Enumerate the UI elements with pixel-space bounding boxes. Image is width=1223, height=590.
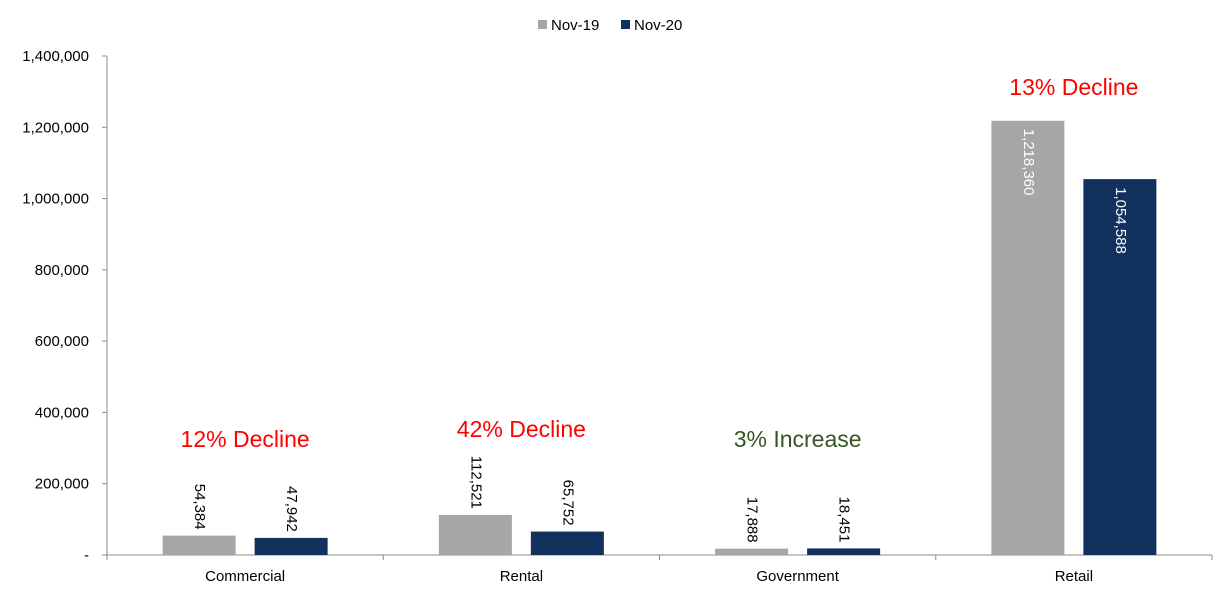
bar-nov-20-commercial (254, 537, 328, 555)
annotation-label: 3% Increase (734, 426, 862, 452)
annotation-label: 13% Decline (1009, 74, 1138, 100)
legend-swatch (538, 20, 547, 29)
y-tick-label: 1,400,000 (22, 48, 89, 65)
bar-nov-19-commercial (162, 535, 236, 555)
y-tick-label: 600,000 (35, 333, 89, 350)
data-label: 47,942 (283, 486, 300, 532)
y-tick-label: 800,000 (35, 262, 89, 279)
data-label: 17,888 (744, 497, 761, 543)
annotation-label: 42% Decline (457, 416, 586, 442)
bar-nov-19-rental (438, 514, 512, 555)
x-category-label: Rental (500, 568, 543, 585)
y-tick-label: 1,200,000 (22, 119, 89, 136)
y-tick-label: 200,000 (35, 476, 89, 493)
data-label: 1,054,588 (1112, 187, 1129, 254)
x-category-label: Government (756, 568, 839, 585)
legend-label: Nov-19 (551, 17, 599, 34)
data-label: 54,384 (191, 484, 208, 530)
x-category-label: Retail (1055, 568, 1093, 585)
bar-nov-19-government (715, 548, 789, 555)
data-label: 65,752 (559, 480, 576, 526)
data-label: 112,521 (467, 456, 484, 509)
y-tick-label: 400,000 (35, 404, 89, 421)
data-label: 18,451 (836, 497, 853, 543)
y-tick-label: 1,000,000 (22, 191, 89, 208)
bar-nov-20-rental (530, 531, 604, 555)
bar-nov-20-retail (1083, 179, 1157, 556)
bar-nov-19-retail (991, 120, 1065, 555)
bar-nov-20-government (807, 548, 881, 555)
legend-label: Nov-20 (634, 17, 682, 34)
y-tick-label: - (84, 547, 89, 564)
x-category-label: Commercial (205, 568, 285, 585)
data-label: 1,218,360 (1020, 129, 1037, 196)
legend-swatch (621, 20, 630, 29)
annotation-label: 12% Decline (181, 426, 310, 452)
